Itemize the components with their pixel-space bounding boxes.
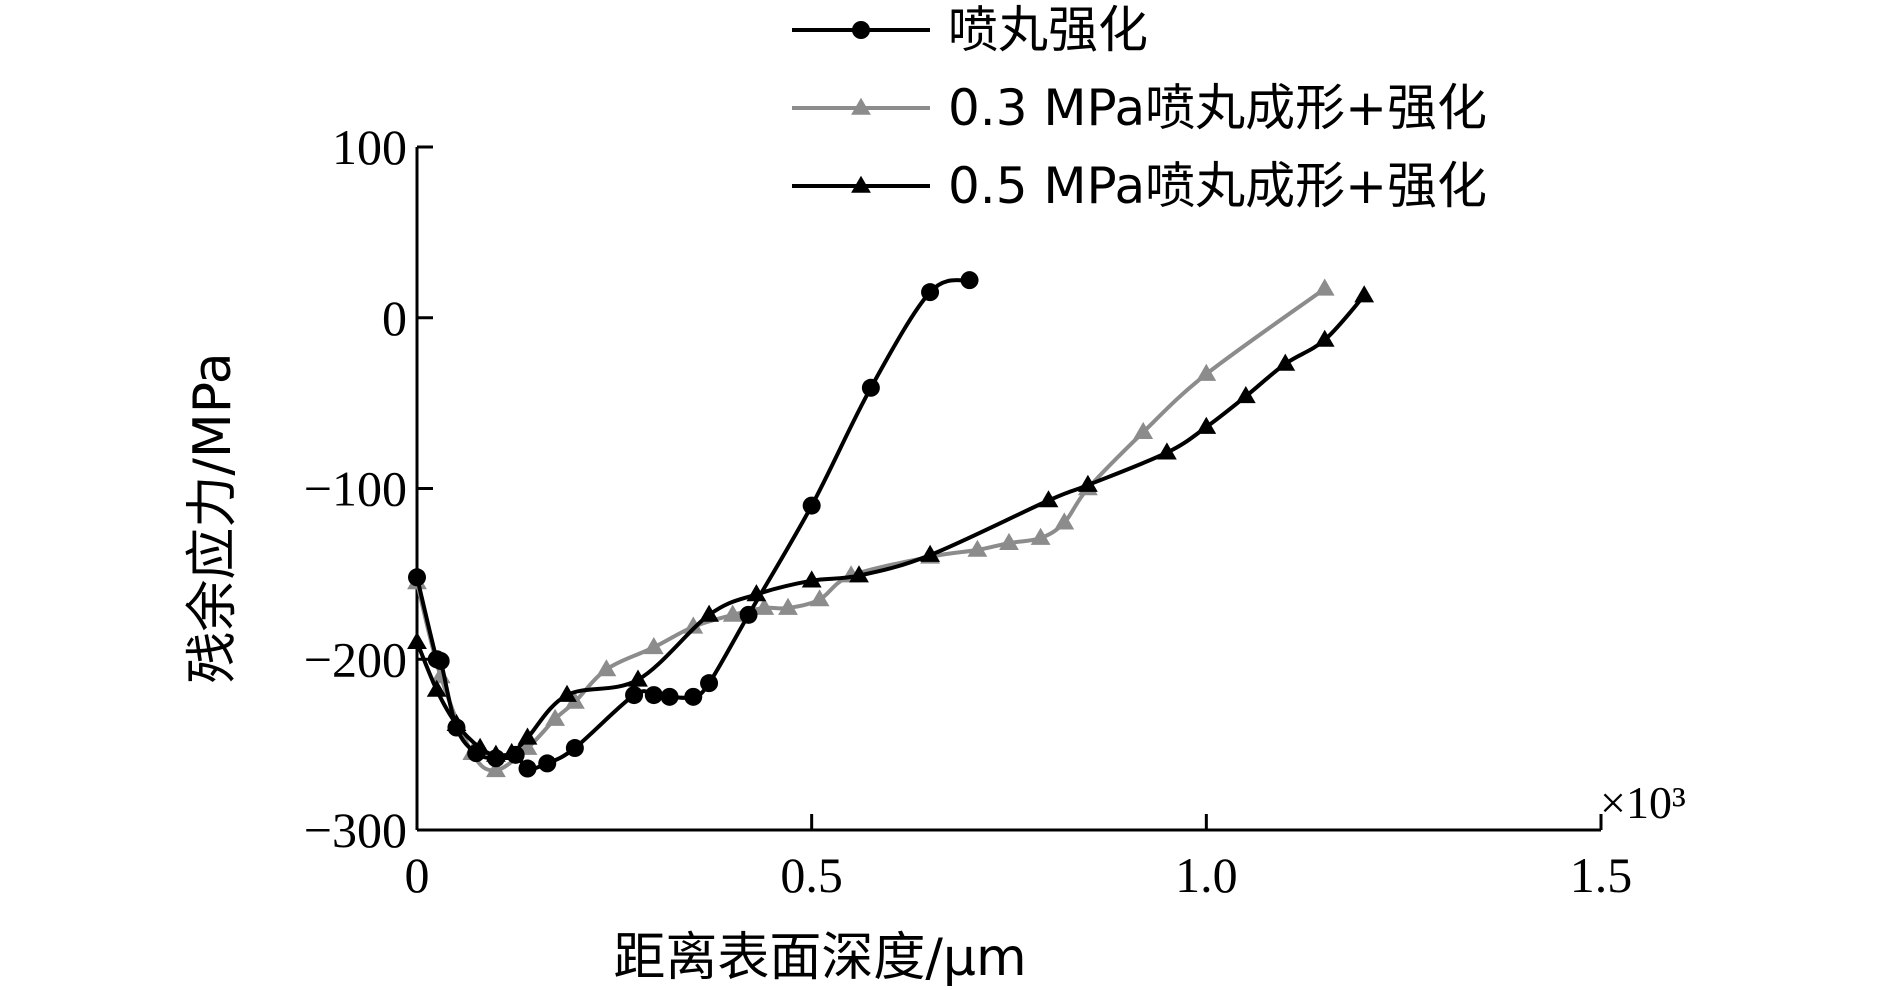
data-point [802, 496, 821, 515]
y-tick-label: −300 [304, 802, 407, 858]
series-layer [407, 271, 1375, 778]
data-point [1054, 512, 1075, 530]
legend-item: 0.3 MPa喷丸成形+强化 [792, 79, 1487, 137]
y-axis-label: 残余应力/MPa [183, 352, 243, 683]
legend-label: 0.3 MPa喷丸成形+强化 [948, 79, 1487, 137]
data-point [538, 754, 557, 773]
data-point [565, 739, 584, 758]
legend-marker [851, 97, 871, 115]
data-point [1196, 416, 1217, 434]
data-point [778, 597, 798, 615]
legend-label: 0.5 MPa喷丸成形+强化 [948, 157, 1487, 215]
data-point [628, 669, 648, 687]
data-point [467, 744, 486, 763]
x-tick-label: 0.5 [780, 847, 843, 903]
series-1 [408, 271, 979, 778]
tick-labels: 0 0.5 1.0 1.5 100 0 −100 −200 −300 [304, 119, 1632, 903]
legend-marker [852, 21, 870, 39]
data-point [557, 684, 577, 702]
legend-item: 喷丸强化 [792, 1, 1148, 59]
data-point [700, 674, 719, 693]
data-point [545, 708, 565, 726]
axes [415, 147, 1601, 832]
y-tick-label: 0 [382, 290, 407, 346]
data-point [486, 760, 506, 778]
x-tick-label: 1.0 [1175, 847, 1238, 903]
data-point [1354, 285, 1375, 303]
data-point [967, 539, 988, 557]
data-point [754, 597, 775, 615]
data-point [960, 271, 979, 290]
data-point [408, 568, 426, 587]
y-tick-label: 100 [332, 119, 407, 175]
data-point [1157, 442, 1177, 460]
legend-label: 喷丸强化 [948, 1, 1148, 59]
data-point [1314, 329, 1335, 347]
data-point [518, 759, 537, 778]
data-point [999, 532, 1019, 550]
data-point [625, 686, 644, 705]
series-line [415, 294, 1366, 758]
data-point [801, 570, 822, 588]
y-tick-label: −100 [304, 461, 407, 517]
data-point [447, 718, 466, 737]
x-tick-label: 0 [405, 847, 430, 903]
data-point [684, 687, 703, 706]
tick-marks [415, 145, 1603, 832]
y-tick-label: −200 [304, 631, 407, 687]
data-point [920, 544, 940, 562]
data-point [809, 589, 830, 607]
x-tick-label: 1.5 [1570, 847, 1633, 903]
data-point [739, 605, 758, 624]
data-point [431, 651, 450, 670]
data-point [1275, 353, 1296, 371]
data-point [1038, 490, 1059, 508]
data-point [644, 686, 663, 705]
data-point [506, 745, 525, 764]
data-point [746, 584, 767, 602]
legend: 喷丸强化 0.3 MPa喷丸成形+强化 0.5 MPa喷丸成形+强化 [792, 1, 1487, 215]
data-point [1030, 527, 1051, 545]
x-axis-label: 距离表面深度/μm [613, 928, 1026, 988]
data-point [660, 687, 679, 706]
data-point [643, 637, 664, 655]
data-point [722, 604, 743, 622]
data-point [517, 727, 538, 745]
series-line [415, 287, 1326, 773]
legend-marker [851, 175, 871, 193]
series-2 [407, 278, 1335, 778]
data-point [1314, 278, 1335, 296]
data-point [699, 604, 719, 622]
data-point [407, 631, 427, 649]
data-point [486, 749, 505, 768]
data-point [1196, 363, 1217, 381]
data-point [861, 378, 880, 397]
legend-item: 0.5 MPa喷丸成形+强化 [792, 157, 1487, 215]
data-point [1078, 474, 1098, 492]
data-point [596, 659, 617, 677]
data-point [849, 565, 869, 583]
data-point [1133, 421, 1154, 439]
data-point [921, 283, 940, 302]
x-scale-multiplier: ×10³ [1600, 777, 1686, 828]
data-point [426, 679, 447, 697]
data-point [683, 616, 704, 634]
data-point [1235, 386, 1256, 404]
